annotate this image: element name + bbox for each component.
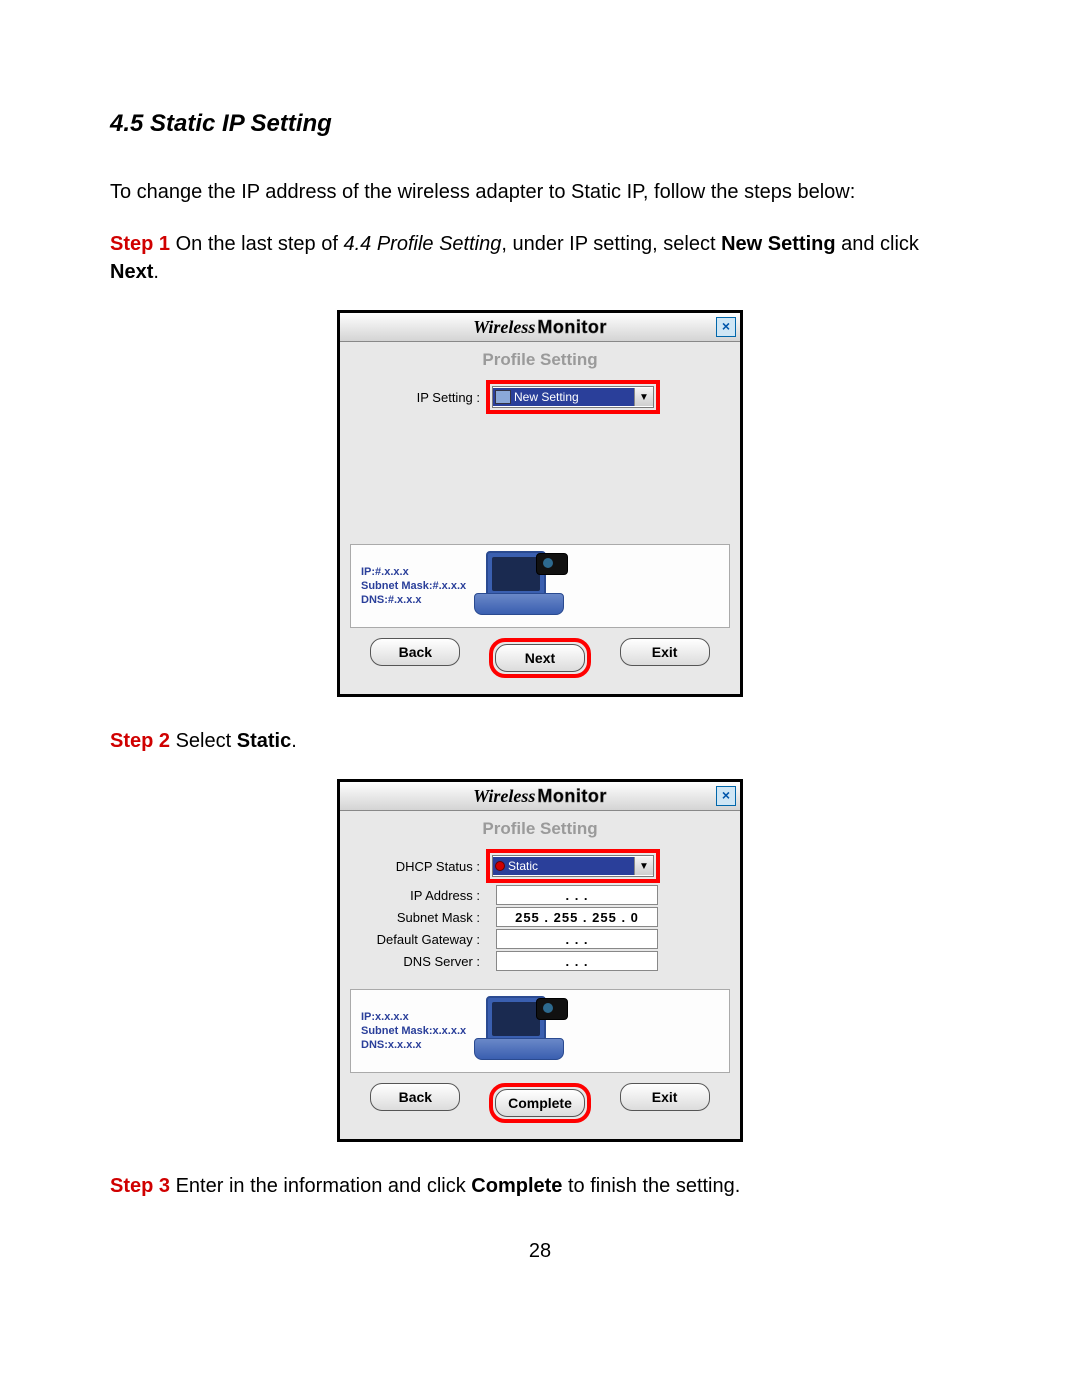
title-monitor: Monitor bbox=[537, 786, 606, 807]
exit-button[interactable]: Exit bbox=[620, 1083, 710, 1111]
subnet-mask-input[interactable]: 255 . 255 . 255 . 0 bbox=[496, 907, 658, 927]
dhcp-status-dropdown[interactable]: Static ▼ bbox=[492, 855, 654, 877]
status-mask: Subnet Mask:x.x.x.x bbox=[361, 1024, 466, 1038]
laptop-icon bbox=[474, 996, 574, 1066]
ip-setting-label: IP Setting : bbox=[350, 390, 486, 405]
step2-label: Step 2 bbox=[110, 730, 170, 752]
status-mask: Subnet Mask:#.x.x.x bbox=[361, 579, 466, 593]
ip-setting-dropdown[interactable]: New Setting ▼ bbox=[492, 386, 654, 408]
complete-button[interactable]: Complete bbox=[495, 1089, 585, 1117]
dhcp-status-label: DHCP Status : bbox=[350, 859, 486, 874]
section-title: 4.5 Static IP Setting bbox=[110, 110, 970, 138]
highlight-ring: New Setting ▼ bbox=[486, 380, 660, 414]
profile-setting-dialog-2: Wireless Monitor × Profile Setting DHCP … bbox=[337, 779, 743, 1142]
dialog-subtitle: Profile Setting bbox=[340, 811, 740, 843]
network-icon bbox=[495, 390, 511, 404]
dialog-titlebar: Wireless Monitor × bbox=[340, 782, 740, 811]
back-button[interactable]: Back bbox=[370, 1083, 460, 1111]
exit-button[interactable]: Exit bbox=[620, 638, 710, 666]
page-number: 28 bbox=[110, 1240, 970, 1263]
highlight-ring: Complete bbox=[489, 1083, 591, 1123]
ip-address-input[interactable]: . . . bbox=[496, 885, 658, 905]
subnet-mask-label: Subnet Mask : bbox=[350, 910, 486, 925]
status-dns: DNS:#.x.x.x bbox=[361, 593, 466, 607]
status-dns: DNS:x.x.x.x bbox=[361, 1038, 466, 1052]
dns-server-label: DNS Server : bbox=[350, 954, 486, 969]
step1-label: Step 1 bbox=[110, 233, 170, 255]
chevron-down-icon[interactable]: ▼ bbox=[634, 857, 653, 875]
step3-label: Step 3 bbox=[110, 1175, 170, 1197]
close-button[interactable]: × bbox=[716, 786, 736, 806]
dropdown-value: New Setting bbox=[514, 390, 579, 404]
dropdown-value: Static bbox=[508, 859, 538, 873]
ip-address-label: IP Address : bbox=[350, 888, 486, 903]
dialog-titlebar: Wireless Monitor × bbox=[340, 313, 740, 342]
status-dot-icon bbox=[495, 861, 505, 871]
title-wireless: Wireless bbox=[473, 317, 535, 338]
status-panel: IP:#.x.x.x Subnet Mask:#.x.x.x DNS:#.x.x… bbox=[350, 544, 730, 628]
default-gateway-label: Default Gateway : bbox=[350, 932, 486, 947]
highlight-ring: Static ▼ bbox=[486, 849, 660, 883]
close-button[interactable]: × bbox=[716, 317, 736, 337]
status-panel: IP:x.x.x.x Subnet Mask:x.x.x.x DNS:x.x.x… bbox=[350, 989, 730, 1073]
title-monitor: Monitor bbox=[537, 317, 606, 338]
next-button[interactable]: Next bbox=[495, 644, 585, 672]
laptop-icon bbox=[474, 551, 574, 621]
back-button[interactable]: Back bbox=[370, 638, 460, 666]
dns-server-input[interactable]: . . . bbox=[496, 951, 658, 971]
default-gateway-input[interactable]: . . . bbox=[496, 929, 658, 949]
status-ip: IP:x.x.x.x bbox=[361, 1010, 466, 1024]
title-wireless: Wireless bbox=[473, 786, 535, 807]
highlight-ring: Next bbox=[489, 638, 591, 678]
step3-text: Step 3 Enter in the information and clic… bbox=[110, 1172, 970, 1200]
profile-setting-dialog-1: Wireless Monitor × Profile Setting IP Se… bbox=[337, 310, 743, 697]
step2-text: Step 2 Select Static. bbox=[110, 727, 970, 755]
chevron-down-icon[interactable]: ▼ bbox=[634, 388, 653, 406]
intro-text: To change the IP address of the wireless… bbox=[110, 178, 970, 206]
dialog-subtitle: Profile Setting bbox=[340, 342, 740, 374]
status-ip: IP:#.x.x.x bbox=[361, 565, 466, 579]
step1-text: Step 1 On the last step of 4.4 Profile S… bbox=[110, 230, 970, 286]
